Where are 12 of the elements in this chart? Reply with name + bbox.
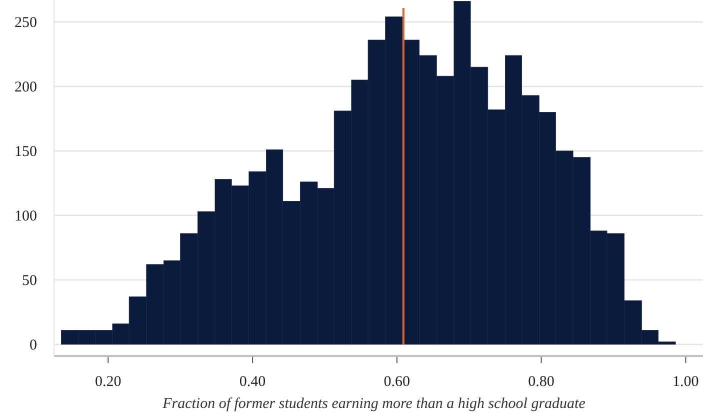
y-tick-label: 200 [14, 79, 37, 96]
x-tick-label: 0.60 [384, 374, 410, 390]
y-tick-label: 150 [14, 144, 37, 160]
y-tick-label: 250 [14, 14, 37, 31]
x-tick-label: 0.80 [528, 374, 554, 390]
y-tick-label: 50 [22, 272, 37, 289]
y-tick-label: 0 [30, 337, 37, 354]
x-tick-label: 0.40 [239, 374, 266, 390]
x-tick-label: 1.00 [672, 374, 699, 390]
x-axis-title: Fraction of former students earning more than a high school graduate [162, 396, 586, 412]
x-tick-label: 0.20 [95, 374, 122, 390]
y-tick-label: 100 [14, 208, 37, 224]
